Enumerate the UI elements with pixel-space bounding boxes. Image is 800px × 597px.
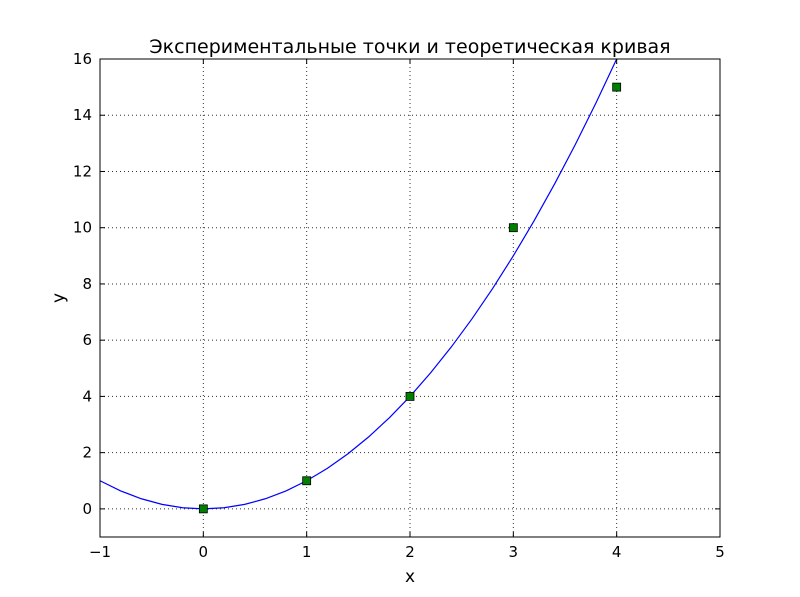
y-tick-label: 10 bbox=[73, 219, 92, 237]
x-tick-label: 4 bbox=[612, 543, 622, 561]
y-tick-label: 2 bbox=[82, 444, 92, 462]
y-tick-label: 4 bbox=[82, 387, 92, 405]
y-tick-label: 14 bbox=[73, 106, 92, 124]
y-tick-label: 12 bbox=[73, 162, 92, 180]
y-axis-label: y bbox=[49, 293, 69, 303]
plot-area bbox=[100, 59, 622, 514]
experimental-point bbox=[302, 476, 312, 486]
chart-title: Экспериментальные точки и теоретическая … bbox=[149, 36, 670, 58]
experimental-point bbox=[405, 392, 415, 401]
y-tick-label: 6 bbox=[82, 331, 92, 349]
plot-frame bbox=[99, 58, 721, 538]
experimental-point bbox=[612, 82, 622, 92]
x-tick-label: 3 bbox=[509, 543, 519, 561]
theoretical-curve bbox=[100, 59, 618, 510]
experimental-point bbox=[198, 504, 208, 514]
x-tick-label: 5 bbox=[715, 543, 725, 561]
x-tick-label: 0 bbox=[199, 543, 209, 561]
y-tick-label: 16 bbox=[73, 50, 92, 68]
x-tick-label: 1 bbox=[302, 543, 312, 561]
experimental-point bbox=[508, 223, 518, 233]
x-tick-label: 2 bbox=[405, 543, 415, 561]
y-tick-label: 8 bbox=[82, 275, 92, 293]
y-tick-label: 0 bbox=[82, 500, 92, 518]
grid bbox=[100, 59, 720, 537]
x-axis-label: x bbox=[405, 567, 415, 587]
x-tick-label: −1 bbox=[89, 543, 111, 561]
